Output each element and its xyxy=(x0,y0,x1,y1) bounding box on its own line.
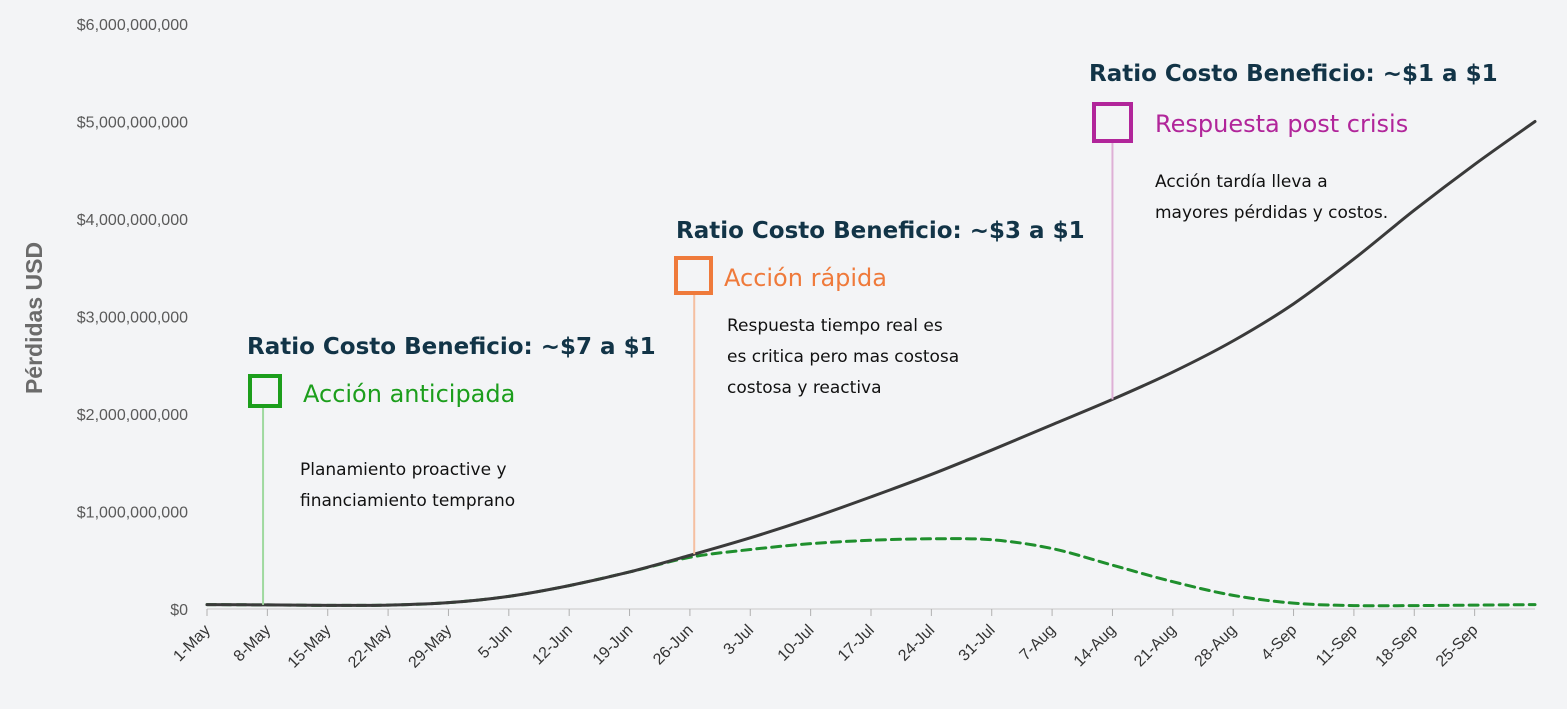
annotation-title: Ratio Costo Beneficio: ~$7 a $1 xyxy=(247,334,656,360)
x-tick-label: 26-Jun xyxy=(650,622,697,669)
annotation-label: Acción anticipada xyxy=(303,380,515,408)
x-tick-label: 18-Sep xyxy=(1373,622,1422,671)
x-tick-label: 12-Jun xyxy=(529,622,576,669)
x-tick-label: 19-Jun xyxy=(590,622,637,669)
x-tick-label: 14-Aug xyxy=(1071,622,1120,671)
annotation-label: Respuesta post crisis xyxy=(1155,110,1408,138)
series-line-with-action xyxy=(205,537,1537,608)
x-tick-label: 21-Aug xyxy=(1131,622,1180,671)
x-axis: 1-May 8-May 15-May 22-May 29-May 5-Jun 12-Jun 1… xyxy=(170,608,1535,672)
annotation-description-line: Planamiento proactive y xyxy=(300,460,507,480)
x-tick-label: 29-May xyxy=(406,622,456,672)
x-tick-label: 11-Sep xyxy=(1313,622,1361,670)
annotation-description-line: financiamiento temprano xyxy=(300,491,515,511)
y-axis: $0 $1,000,000,000 $2,000,000,000 $3,000,000… xyxy=(77,17,188,619)
x-tick-label: 28-Aug xyxy=(1192,622,1241,671)
x-tick-label: 5-Jun xyxy=(475,622,515,662)
annotation-description-line: es critica pero mas costosa xyxy=(727,347,959,367)
annotation-description-line: Respuesta tiempo real es xyxy=(727,316,943,336)
y-tick-label: $2,000,000,000 xyxy=(77,407,188,424)
x-tick-label: 8-May xyxy=(231,622,274,665)
annotation-description-line: mayores pérdidas y costos. xyxy=(1155,203,1388,223)
annotation-label: Acción rápida xyxy=(724,264,887,292)
x-tick-label: 1-May xyxy=(170,622,213,665)
annotation-square-icon xyxy=(1092,102,1133,143)
annotations-group: Ratio Costo Beneficio: ~$7 a $1 Acción an… xyxy=(247,61,1498,605)
x-tick-label: 7-Aug xyxy=(1017,622,1059,664)
annotation-square-icon xyxy=(248,374,282,408)
x-tick-label: 3-Jul xyxy=(721,622,758,659)
y-tick-label: $0 xyxy=(170,602,188,619)
y-tick-label: $4,000,000,000 xyxy=(77,212,188,229)
x-tick-label: 31-Jul xyxy=(956,622,999,665)
y-tick-label: $3,000,000,000 xyxy=(77,310,188,327)
x-tick-label: 22-May xyxy=(345,622,395,672)
series-group xyxy=(205,120,1537,608)
x-tick-label: 4-Sep xyxy=(1258,622,1300,664)
x-tick-label: 24-Jul xyxy=(895,622,938,665)
annotation-title: Ratio Costo Beneficio: ~$1 a $1 xyxy=(1089,61,1498,87)
x-tick-label: 10-Jul xyxy=(775,622,818,665)
x-tick-label: 15-May xyxy=(285,622,335,672)
annotation-square-icon xyxy=(674,256,713,295)
y-tick-label: $1,000,000,000 xyxy=(77,505,188,522)
y-axis-label: Pérdidas USD xyxy=(21,242,47,394)
annotation-description-line: costosa y reactiva xyxy=(727,378,882,398)
x-tick-label: 17-Jul xyxy=(835,622,878,665)
series-line-no-action xyxy=(205,120,1537,607)
x-tick-label: 25-Sep xyxy=(1433,622,1482,671)
annotation-description-line: Acción tardía lleva a xyxy=(1155,172,1328,192)
y-tick-label: $6,000,000,000 xyxy=(77,17,188,34)
annotation-title: Ratio Costo Beneficio: ~$3 a $1 xyxy=(676,218,1085,244)
y-tick-label: $5,000,000,000 xyxy=(77,115,188,132)
